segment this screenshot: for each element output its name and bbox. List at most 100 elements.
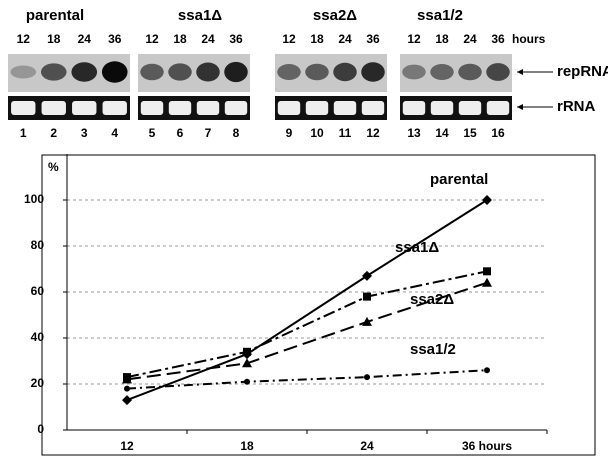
hour-label: 36	[491, 32, 505, 46]
data-point	[362, 271, 372, 281]
x-tick-label: 36 hours	[462, 439, 512, 453]
series-line	[127, 271, 487, 377]
y-tick-label: 40	[31, 330, 45, 344]
group-label: ssa1/2	[417, 7, 463, 24]
lane-number: 3	[81, 126, 88, 140]
band	[305, 64, 329, 81]
data-point	[124, 386, 130, 392]
hour-label: 36	[229, 32, 243, 46]
band	[402, 65, 426, 80]
lane-number: 7	[205, 126, 212, 140]
hour-label: 36	[108, 32, 122, 46]
band	[71, 62, 97, 82]
lane-number: 16	[491, 126, 505, 140]
hour-label: 18	[173, 32, 187, 46]
band	[430, 64, 454, 80]
group-label: ssa2Δ	[313, 7, 357, 24]
band	[224, 62, 248, 82]
band	[41, 63, 67, 80]
hour-label: 18	[47, 32, 61, 46]
lane-number: 10	[310, 126, 324, 140]
group-label: ssa1Δ	[178, 7, 222, 24]
y-tick-label: 100	[24, 192, 44, 206]
rrna-band	[42, 101, 66, 115]
gel-panel: parental121182243364ssa1Δ125186247368ssa…	[8, 7, 608, 140]
series-label: parental	[430, 171, 488, 188]
rrna-band	[334, 101, 356, 115]
lane-number: 9	[286, 126, 293, 140]
rrna-band	[169, 101, 191, 115]
lane-number: 4	[111, 126, 118, 140]
lane-number: 5	[149, 126, 156, 140]
x-tick-label: 24	[360, 439, 374, 453]
lane-number: 15	[463, 126, 477, 140]
hour-label: 18	[310, 32, 324, 46]
arrow-head	[517, 104, 523, 110]
rrna-band	[362, 101, 384, 115]
hour-label: 24	[78, 32, 92, 46]
hour-label: 12	[407, 32, 421, 46]
hour-label: 12	[17, 32, 31, 46]
group-label: parental	[26, 7, 84, 24]
series-label: ssa2Δ	[410, 291, 454, 308]
arrow-head	[517, 69, 523, 75]
lane-number: 11	[339, 126, 352, 140]
series-label: ssa1/2	[410, 341, 456, 358]
y-tick-label: 60	[31, 284, 45, 298]
data-point	[483, 267, 491, 275]
rrna-band	[306, 101, 328, 115]
band	[486, 63, 510, 81]
data-point	[243, 348, 251, 356]
rrna-band	[141, 101, 163, 115]
hour-label: 12	[282, 32, 296, 46]
lane-number: 13	[407, 126, 421, 140]
rrna-band	[72, 101, 96, 115]
lane-number: 14	[435, 126, 449, 140]
rrna-band	[459, 101, 481, 115]
data-point	[482, 195, 492, 205]
data-point	[484, 367, 490, 373]
series-label: ssa1Δ	[395, 239, 439, 256]
lane-number: 8	[233, 126, 240, 140]
rrna-band	[431, 101, 453, 115]
figure: parental121182243364ssa1Δ125186247368ssa…	[0, 0, 608, 459]
lane-number: 2	[50, 126, 57, 140]
rrna-band	[487, 101, 509, 115]
hour-label: 24	[463, 32, 477, 46]
band	[277, 64, 301, 80]
rrna-band	[278, 101, 300, 115]
hour-label: 12	[145, 32, 159, 46]
data-point	[482, 278, 492, 287]
band	[333, 63, 357, 81]
band-label: rRNA	[557, 98, 596, 115]
rrna-band	[197, 101, 219, 115]
hour-label: 24	[338, 32, 352, 46]
hour-label: 18	[435, 32, 449, 46]
band	[361, 62, 385, 82]
y-tick-label: 80	[31, 238, 45, 252]
hour-label: 24	[201, 32, 215, 46]
band	[458, 64, 482, 81]
band-label: repRNA	[557, 63, 608, 80]
data-point	[244, 379, 250, 385]
y-axis-label: %	[48, 160, 59, 174]
rrna-band	[103, 101, 127, 115]
y-tick-label: 20	[31, 376, 45, 390]
rrna-band	[225, 101, 247, 115]
y-tick-label: 0	[37, 422, 44, 436]
x-tick-label: 12	[120, 439, 134, 453]
lane-number: 1	[20, 126, 27, 140]
data-point	[364, 374, 370, 380]
x-tick-label: 18	[240, 439, 254, 453]
hour-label: 36	[366, 32, 380, 46]
hours-unit: hours	[512, 32, 546, 46]
band	[10, 66, 36, 79]
line-chart: % 0 20 40 60 80 100 12 18 24 36 hours parental ssa1…	[24, 154, 595, 455]
band	[140, 64, 164, 81]
rrna-band	[403, 101, 425, 115]
lane-number: 12	[366, 126, 380, 140]
data-point	[122, 395, 132, 405]
band	[168, 63, 192, 80]
data-point	[363, 293, 371, 301]
band	[102, 61, 128, 82]
